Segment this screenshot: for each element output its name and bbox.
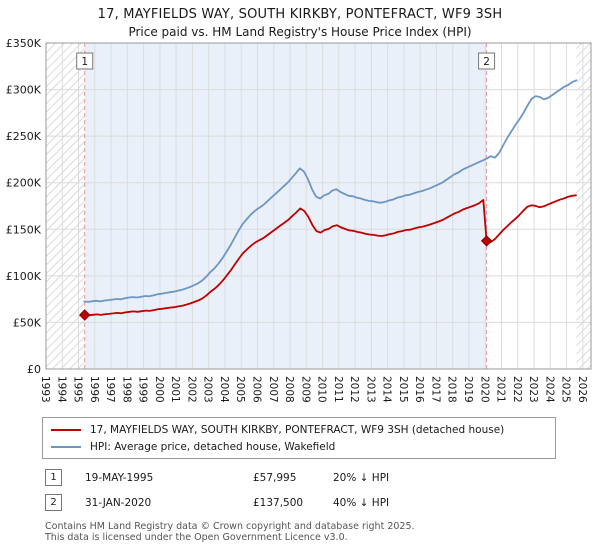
x-tick-label: 2009 <box>299 376 311 403</box>
transaction-row-1: 1 19-MAY-1995 £57,995 20% ↓ HPI <box>45 469 600 486</box>
x-tick-label: 2026 <box>576 376 588 403</box>
x-tick-label: 2006 <box>251 376 263 403</box>
x-tick-label: 2010 <box>316 376 328 403</box>
footer-line-2: This data is licensed under the Open Gov… <box>45 532 348 544</box>
y-tick-label: £100K <box>6 270 42 283</box>
sale-point-marker <box>78 309 91 321</box>
y-tick-label: £0 <box>27 363 41 376</box>
sale-flag-number: 2 <box>483 56 490 68</box>
page-subtitle: Price paid vs. HM Land Registry's House … <box>128 25 472 39</box>
x-tick-label: 1993 <box>39 376 51 403</box>
x-tick-label: 2025 <box>560 376 572 403</box>
transaction-1-marker: 1 <box>45 469 62 486</box>
page-title: 17, MAYFIELDS WAY, SOUTH KIRKBY, PONTEFR… <box>97 7 503 22</box>
y-tick-label: £250K <box>6 130 42 143</box>
legend-row-property: 17, MAYFIELDS WAY, SOUTH KIRKBY, PONTEFR… <box>51 421 547 438</box>
x-tick-label: 2020 <box>478 376 490 403</box>
x-tick-label: 2002 <box>185 376 197 403</box>
legend-label-hpi: HPI: Average price, detached house, Wake… <box>90 440 336 453</box>
x-tick-label: 2014 <box>381 376 393 403</box>
series-line <box>83 79 578 303</box>
transaction-1-price: £57,995 <box>253 471 297 484</box>
x-tick-label: 2008 <box>283 376 295 403</box>
x-tick-label: 2013 <box>364 376 376 403</box>
no-data-hatch <box>576 43 591 369</box>
x-tick-label: 2011 <box>332 376 344 403</box>
legend-row-hpi: HPI: Average price, detached house, Wake… <box>51 438 547 455</box>
x-tick-label: 2017 <box>429 376 441 403</box>
sale-flag-number: 1 <box>81 56 88 68</box>
transaction-2-vs-hpi: 40% ↓ HPI <box>333 496 390 509</box>
ownership-band <box>84 43 487 369</box>
x-tick-label: 2016 <box>413 376 425 403</box>
x-tick-label: 2018 <box>446 376 458 403</box>
hpi-line-swatch <box>51 445 81 448</box>
x-tick-label: 2012 <box>348 376 360 403</box>
x-tick-label: 2022 <box>511 376 523 403</box>
y-tick-label: £50K <box>13 316 42 329</box>
y-tick-label: £300K <box>6 84 42 97</box>
property-line-swatch <box>51 428 81 431</box>
y-tick-label: £200K <box>6 177 42 190</box>
license-footer: Contains HM Land Registry data © Crown c… <box>45 521 600 544</box>
y-tick-label: £350K <box>6 39 42 50</box>
x-tick-label: 2003 <box>202 376 214 403</box>
transaction-1-vs-hpi: 20% ↓ HPI <box>333 471 390 484</box>
x-tick-label: 1998 <box>120 376 132 403</box>
x-tick-label: 1999 <box>137 376 149 403</box>
transaction-row-2: 2 31-JAN-2020 £137,500 40% ↓ HPI <box>45 494 600 511</box>
x-tick-label: 2005 <box>234 376 246 403</box>
x-tick-label: 2001 <box>169 376 181 403</box>
x-tick-label: 2024 <box>543 376 555 403</box>
x-tick-label: 2000 <box>153 376 165 403</box>
x-tick-label: 1995 <box>72 376 84 403</box>
transaction-1-date: 19-MAY-1995 <box>85 471 154 484</box>
transaction-2-price: £137,500 <box>253 496 304 509</box>
no-data-hatch <box>46 43 85 369</box>
transaction-list: 1 19-MAY-1995 £57,995 20% ↓ HPI 2 31-JAN… <box>45 469 600 511</box>
x-tick-label: 1996 <box>88 376 100 403</box>
footer-line-1: Contains HM Land Registry data © Crown c… <box>45 521 415 532</box>
sale-flag-box <box>478 52 496 70</box>
x-tick-label: 2019 <box>462 376 474 403</box>
transaction-2-date: 31-JAN-2020 <box>85 496 152 509</box>
transaction-2-marker: 2 <box>45 494 62 511</box>
sale-point-marker <box>480 235 493 247</box>
series-line <box>83 194 577 317</box>
x-tick-label: 2021 <box>495 376 507 403</box>
chart-legend: 17, MAYFIELDS WAY, SOUTH KIRKBY, PONTEFR… <box>42 417 556 459</box>
x-tick-label: 2004 <box>218 376 230 403</box>
x-tick-label: 2007 <box>267 376 279 403</box>
legend-label-property: 17, MAYFIELDS WAY, SOUTH KIRKBY, PONTEFR… <box>90 423 505 436</box>
x-tick-label: 2023 <box>527 376 539 403</box>
sale-flag-box <box>76 52 94 70</box>
price-history-chart: £0 £50K £100K £150K £200K £250K £300K £350K 1993… <box>6 39 592 403</box>
x-tick-label: 1997 <box>104 376 116 403</box>
x-tick-label: 2015 <box>397 376 409 403</box>
x-tick-label: 1994 <box>55 376 67 403</box>
y-tick-label: £150K <box>6 223 42 236</box>
